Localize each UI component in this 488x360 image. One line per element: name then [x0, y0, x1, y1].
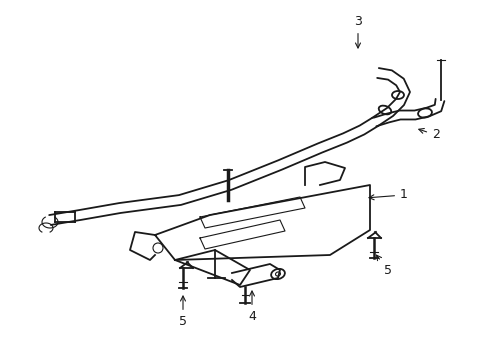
Ellipse shape — [275, 272, 280, 276]
Ellipse shape — [270, 269, 285, 279]
Ellipse shape — [378, 105, 390, 114]
Text: 2: 2 — [418, 129, 439, 141]
Ellipse shape — [417, 108, 431, 118]
Text: 1: 1 — [368, 189, 407, 202]
Text: 5: 5 — [376, 255, 391, 276]
Text: 4: 4 — [247, 291, 255, 323]
Text: 3: 3 — [353, 15, 361, 48]
Ellipse shape — [391, 91, 403, 99]
Circle shape — [153, 243, 163, 253]
Text: 5: 5 — [179, 296, 186, 328]
